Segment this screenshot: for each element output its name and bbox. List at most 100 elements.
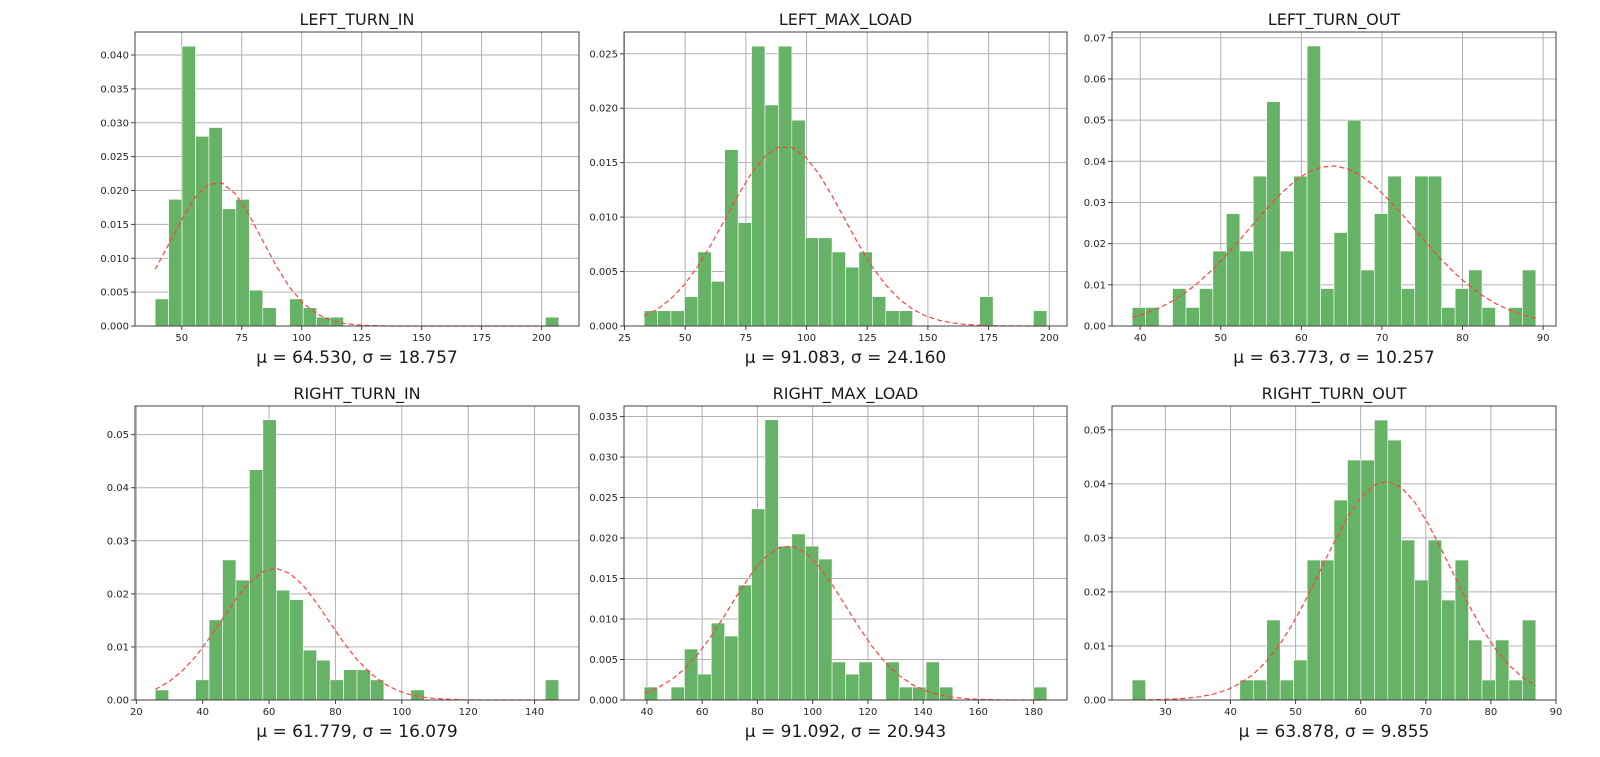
y-tick-label: 0.015 xyxy=(100,220,129,231)
y-tick-label: 0.01 xyxy=(1084,641,1106,652)
x-tick-label: 100 xyxy=(803,707,822,718)
histogram-bar xyxy=(302,307,317,327)
y-tick-label: 0.025 xyxy=(100,152,129,163)
histogram-bar xyxy=(710,622,725,701)
x-tick-label: 75 xyxy=(235,333,248,344)
x-tick-label: 100 xyxy=(392,707,411,718)
x-tick-label: 150 xyxy=(412,333,431,344)
x-tick-label: 60 xyxy=(263,707,276,718)
histogram-bar xyxy=(1522,619,1537,701)
histogram-bar xyxy=(724,635,739,701)
x-tick-label: 120 xyxy=(459,707,478,718)
x-tick-label: 150 xyxy=(918,333,937,344)
subplot-left-turn-out: 40 50 60 70 80 90 0.00 0.01 0.02 0.03 0.04 0.05 0.06… xyxy=(1084,10,1557,368)
y-tick-label: 0.025 xyxy=(589,49,618,60)
histogram-bar xyxy=(1387,439,1402,701)
x-axis-label: μ = 63.773, σ = 10.257 xyxy=(1233,348,1434,368)
histogram-bar xyxy=(222,559,237,701)
histogram-bar xyxy=(1131,679,1146,701)
axes-frame xyxy=(1111,405,1557,701)
x-tick-label: 60 xyxy=(696,707,709,718)
histogram-bar xyxy=(778,45,793,327)
histogram-bar xyxy=(343,669,358,701)
histogram-bar xyxy=(710,281,725,327)
y-tick-label: 0.00 xyxy=(1084,322,1106,333)
y-tick-label: 0.030 xyxy=(589,453,618,464)
histogram-bar xyxy=(1441,307,1456,327)
histogram-bar xyxy=(751,508,766,701)
histogram-bar xyxy=(791,533,806,701)
y-tick-label: 0.07 xyxy=(1084,33,1106,44)
histogram-bar xyxy=(1347,119,1362,327)
histogram-bar xyxy=(235,579,250,701)
y-tick-label: 0.000 xyxy=(589,696,618,707)
x-tick-label: 40 xyxy=(1134,333,1147,344)
y-tick-label: 0.005 xyxy=(589,655,618,666)
histogram-bar xyxy=(1239,250,1254,327)
y-tick-label: 0.05 xyxy=(1084,425,1106,436)
subplot-right-turn-out: 30 40 50 60 70 80 90 0.00 0.01 0.02 0.03 0.04 0.05 RI… xyxy=(1084,384,1563,742)
histogram-bar xyxy=(1400,539,1416,701)
x-tick-label: 125 xyxy=(858,333,877,344)
axes-frame xyxy=(623,31,1068,327)
subplot-title: RIGHT_MAX_LOAD xyxy=(773,384,919,404)
x-tick-label: 50 xyxy=(679,333,692,344)
axes-frame xyxy=(134,31,580,327)
histogram-bar xyxy=(764,419,779,701)
x-axis-label: μ = 61.779, σ = 16.079 xyxy=(256,722,457,742)
x-axis-label: μ = 91.083, σ = 24.160 xyxy=(745,348,946,368)
y-tick-label: 0.04 xyxy=(1084,157,1106,168)
histogram-bar xyxy=(316,659,331,701)
y-tick-label: 0.010 xyxy=(589,213,618,224)
histogram-bar xyxy=(670,310,685,327)
histogram-bar xyxy=(1306,559,1321,701)
histogram-bar xyxy=(1145,307,1160,327)
y-tick-label: 0.03 xyxy=(1084,533,1106,544)
x-tick-label: 70 xyxy=(1376,333,1389,344)
histogram-bar xyxy=(1387,175,1402,327)
histogram-bar xyxy=(858,251,873,327)
histogram-bar xyxy=(670,686,685,701)
histogram-bar xyxy=(831,251,846,327)
histogram-bar xyxy=(545,679,560,701)
normal-fit-curve xyxy=(1131,165,1537,319)
histogram-bar xyxy=(912,686,927,701)
x-tick-label: 50 xyxy=(175,333,188,344)
histogram-bar xyxy=(222,208,237,327)
histogram-bar xyxy=(545,316,560,327)
histogram-bar xyxy=(1508,679,1523,701)
y-tick-label: 0.035 xyxy=(589,412,618,423)
x-tick-label: 125 xyxy=(352,333,371,344)
x-tick-label: 100 xyxy=(292,333,311,344)
histogram-bar xyxy=(778,545,793,701)
x-tick-label: 100 xyxy=(797,333,816,344)
y-tick-label: 0.01 xyxy=(107,642,129,653)
histogram-bar xyxy=(737,584,752,701)
x-axis-label: μ = 91.092, σ = 20.943 xyxy=(745,722,946,742)
y-tick-label: 0.020 xyxy=(100,186,129,197)
histogram-bar xyxy=(1468,269,1483,327)
y-tick-label: 0.01 xyxy=(1084,280,1106,291)
histogram-bar xyxy=(1374,419,1389,701)
histogram-bar xyxy=(885,661,900,701)
x-tick-label: 50 xyxy=(1214,333,1227,344)
histogram-bar xyxy=(939,686,954,701)
histogram-bar xyxy=(208,619,223,701)
subplot-title: LEFT_TURN_IN xyxy=(300,10,415,30)
histogram-bar xyxy=(168,199,183,327)
y-tick-label: 0.005 xyxy=(589,267,618,278)
histogram-bar xyxy=(818,558,833,701)
x-tick-label: 160 xyxy=(969,707,988,718)
x-tick-label: 80 xyxy=(329,707,342,718)
x-tick-label: 80 xyxy=(1456,333,1469,344)
histogram-bar xyxy=(818,237,833,327)
histogram-bar xyxy=(831,661,846,701)
histogram-bar xyxy=(275,589,291,701)
histogram-bar xyxy=(1495,639,1510,701)
histogram-bar xyxy=(1033,310,1048,327)
y-tick-label: 0.025 xyxy=(589,493,618,504)
axes-frame xyxy=(134,405,580,701)
histogram-bar xyxy=(1374,213,1389,327)
histogram-bar xyxy=(657,310,672,327)
x-tick-label: 40 xyxy=(641,707,654,718)
